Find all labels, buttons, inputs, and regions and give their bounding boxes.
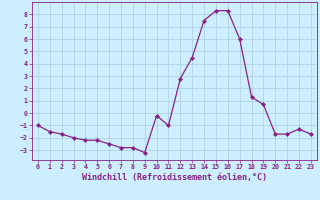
X-axis label: Windchill (Refroidissement éolien,°C): Windchill (Refroidissement éolien,°C) [82, 173, 267, 182]
